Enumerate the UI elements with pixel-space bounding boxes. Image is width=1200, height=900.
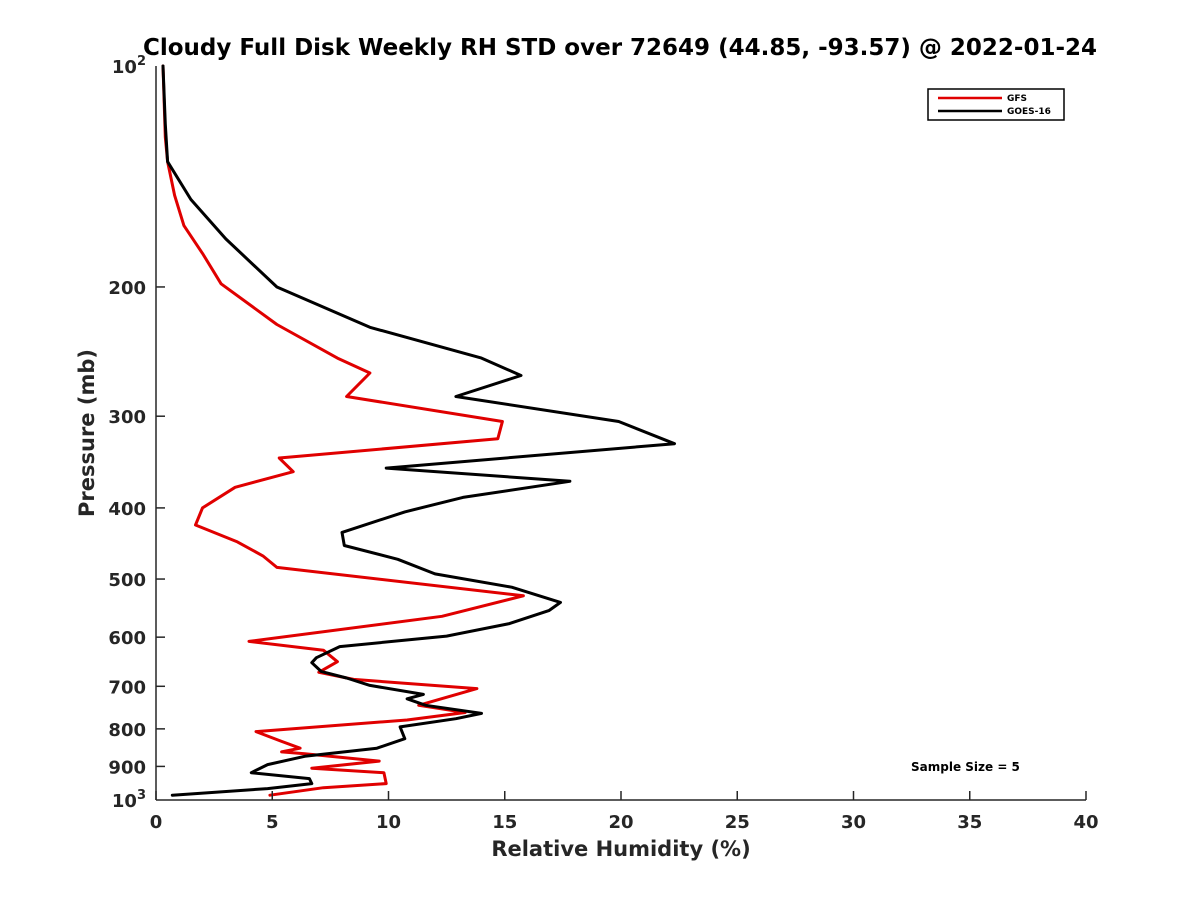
legend-label-gfs: GFS xyxy=(1007,94,1027,104)
x-tick-label: 10 xyxy=(376,812,401,833)
series-line-gfs xyxy=(161,64,525,797)
x-tick-label: 35 xyxy=(957,812,982,833)
sample-size-annotation: Sample Size = 5 xyxy=(911,760,1020,774)
y-axis-label: Pressure (mb) xyxy=(75,349,99,517)
x-tick-label: 30 xyxy=(841,812,866,833)
y-tick-label: 800 xyxy=(108,720,146,741)
series-layer xyxy=(161,64,676,797)
x-tick-label: 5 xyxy=(266,812,279,833)
y-tick-label: 500 xyxy=(108,570,146,591)
y-tick-label: 400 xyxy=(108,499,146,520)
x-tick-label: 15 xyxy=(492,812,517,833)
y-tick-label: 300 xyxy=(108,407,146,428)
y-tick-label: 200 xyxy=(108,278,146,299)
chart-title: Cloudy Full Disk Weekly RH STD over 7264… xyxy=(143,35,1097,61)
y-tick-label: 600 xyxy=(108,628,146,649)
x-tick-label: 20 xyxy=(608,812,633,833)
legend-label-goes16: GOES-16 xyxy=(1007,107,1051,117)
x-tick-label: 25 xyxy=(725,812,750,833)
y-tick-label: 103 xyxy=(112,788,146,812)
y-tick-label: 900 xyxy=(108,757,146,778)
legend-box xyxy=(927,88,1065,121)
x-axis-label: Relative Humidity (%) xyxy=(491,837,750,861)
plot-area: 0 5 10 15 20 25 30 35 40 200 300 400 500 600 700 800 90… xyxy=(108,54,1098,833)
y-tick-label: 700 xyxy=(108,677,146,698)
x-tick-label: 0 xyxy=(150,812,163,833)
x-tick-label: 40 xyxy=(1073,812,1098,833)
x-axis-ticks: 0 5 10 15 20 25 30 35 40 xyxy=(150,791,1099,833)
legend: GFS GOES-16 xyxy=(927,88,1065,121)
series-line-goes16 xyxy=(161,64,676,797)
y-axis-ticks: 200 300 400 500 600 700 800 900 102 103 xyxy=(108,54,165,812)
y-tick-label: 102 xyxy=(112,54,146,78)
